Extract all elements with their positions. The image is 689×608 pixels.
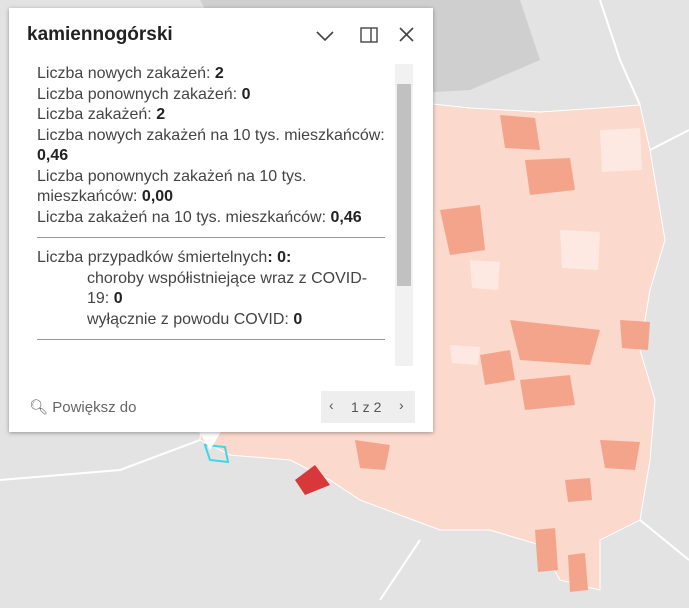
- field-label: wyłącznie z powodu COVID:: [87, 310, 294, 328]
- field: choroby współistniejące wraz z COVID-19:…: [37, 269, 387, 310]
- field-value: 0: [293, 310, 303, 328]
- field-label: choroby współistniejące wraz z COVID-19:: [87, 269, 368, 308]
- field: Liczba nowych zakażeń: 2: [37, 64, 387, 85]
- popup-actions: [316, 27, 414, 43]
- field: Liczba zakażeń: 2: [37, 105, 387, 126]
- pager-label: 1 z 2: [351, 399, 382, 415]
- pager: ‹ 1 z 2 ›: [321, 391, 415, 423]
- scrollbar[interactable]: [395, 64, 413, 366]
- field-value: 2: [214, 65, 224, 82]
- field: Liczba nowych zakażeń na 10 tys. mieszka…: [37, 126, 387, 167]
- field-label: Liczba przypadków śmiertelnych: [37, 249, 268, 266]
- field-label: Liczba nowych zakażeń na 10 tys. mieszka…: [37, 126, 385, 144]
- field-label: Liczba nowych zakażeń:: [37, 65, 215, 82]
- prev-button[interactable]: ‹: [329, 397, 334, 413]
- district-dark: [295, 465, 330, 495]
- field-value: 0: [241, 85, 251, 103]
- dock-button[interactable]: [360, 27, 378, 43]
- popup-pointer: [198, 430, 222, 450]
- field-value: 0,46: [37, 147, 69, 164]
- field: Liczba ponownych zakażeń na 10 tys. mies…: [37, 167, 387, 208]
- districts: [355, 115, 650, 592]
- separator: [37, 237, 385, 238]
- field-value: 2: [156, 106, 166, 123]
- zoom-label: Powiększ do: [52, 399, 137, 416]
- separator: [37, 339, 385, 340]
- scroll-thumb[interactable]: [397, 84, 411, 286]
- field-value: 0,00: [141, 188, 174, 205]
- popup-title: kamiennogórski: [27, 24, 173, 45]
- districts-light: [450, 128, 642, 365]
- field-label: Liczba ponownych zakażeń na 10 tys. mies…: [37, 167, 307, 206]
- popup-content: Liczba nowych zakażeń: 2 Liczba ponownych…: [37, 64, 387, 364]
- field: Liczba ponownych zakażeń: 0: [37, 85, 387, 106]
- collapse-button[interactable]: [316, 31, 334, 42]
- field: Liczba przypadków śmiertelnych: 0:: [37, 248, 387, 269]
- field-label: Liczba ponownych zakażeń:: [37, 85, 242, 103]
- zoom-to[interactable]: 🔍︎ Powiększ do: [29, 399, 137, 416]
- next-button[interactable]: ›: [399, 397, 404, 413]
- field-label: Liczba zakażeń:: [37, 106, 157, 123]
- field: Liczba zakażeń na 10 tys. mieszkańców: 0…: [37, 208, 387, 229]
- close-button[interactable]: [399, 27, 414, 42]
- field-label: Liczba zakażeń na 10 tys. mieszkańców:: [37, 208, 331, 226]
- field-value: : 0:: [267, 249, 292, 266]
- field: wyłącznie z powodu COVID: 0: [37, 310, 387, 331]
- field-value: 0: [113, 290, 123, 307]
- field-value: 0,46: [330, 208, 362, 226]
